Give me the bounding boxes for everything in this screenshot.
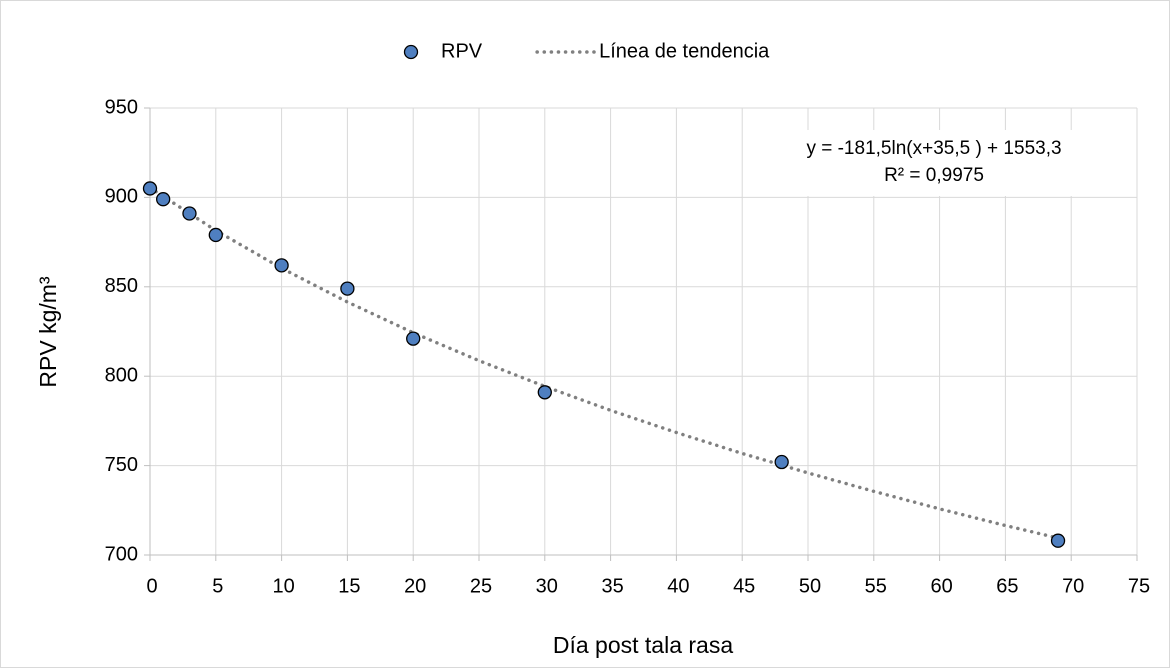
x-tick-label: 0	[146, 575, 157, 597]
x-tick-label: 45	[733, 575, 755, 597]
x-tick-label: 50	[799, 575, 821, 597]
plot	[142, 181, 1066, 548]
x-tick-label: 40	[667, 575, 689, 597]
x-tick-label: 60	[930, 575, 952, 597]
x-tick-label: 30	[536, 575, 558, 597]
x-axis-label: Día post tala rasa	[553, 632, 733, 658]
data-point	[208, 227, 223, 243]
legend-label: Línea de tendencia	[599, 40, 770, 62]
x-tick-label: 15	[338, 575, 360, 597]
y-tick-label: 750	[105, 454, 138, 476]
y-axis-label: RPV kg/m³	[35, 276, 61, 388]
data-point	[406, 331, 421, 346]
equation: y = -181,5ln(x+35,5 ) + 1553,3	[806, 138, 1061, 159]
data-point	[774, 454, 789, 470]
r-squared: R² = 0,9975	[884, 165, 984, 186]
x-tick-label: 55	[865, 575, 887, 597]
y-tick-label: 950	[105, 96, 138, 118]
data-point	[1050, 533, 1066, 548]
x-tick-label: 65	[996, 575, 1018, 597]
data-point	[182, 206, 197, 221]
x-tick-label: 20	[404, 575, 426, 597]
data-point	[274, 258, 289, 273]
y-tick-label: 700	[105, 543, 138, 565]
y-tick-label: 850	[105, 275, 138, 297]
y-tick-label: 800	[105, 364, 138, 386]
annotation-box	[757, 130, 1112, 196]
data-point	[156, 192, 171, 207]
x-tick-label: 70	[1062, 575, 1084, 597]
x-tick-label: 10	[272, 575, 294, 597]
trend-line	[148, 185, 1060, 540]
y-tick-label: 900	[105, 186, 138, 208]
legend-marker	[403, 44, 419, 60]
data-point	[142, 181, 158, 196]
data-point	[340, 281, 355, 296]
data-point	[537, 385, 552, 400]
legend: RPV Línea de tendencia	[403, 40, 770, 62]
x-tick-label: 75	[1128, 575, 1150, 597]
x-tick-label: 5	[212, 575, 223, 597]
x-tick-label: 35	[601, 575, 623, 597]
x-tick-label: 25	[470, 575, 492, 597]
legend-label: RPV	[441, 40, 483, 62]
